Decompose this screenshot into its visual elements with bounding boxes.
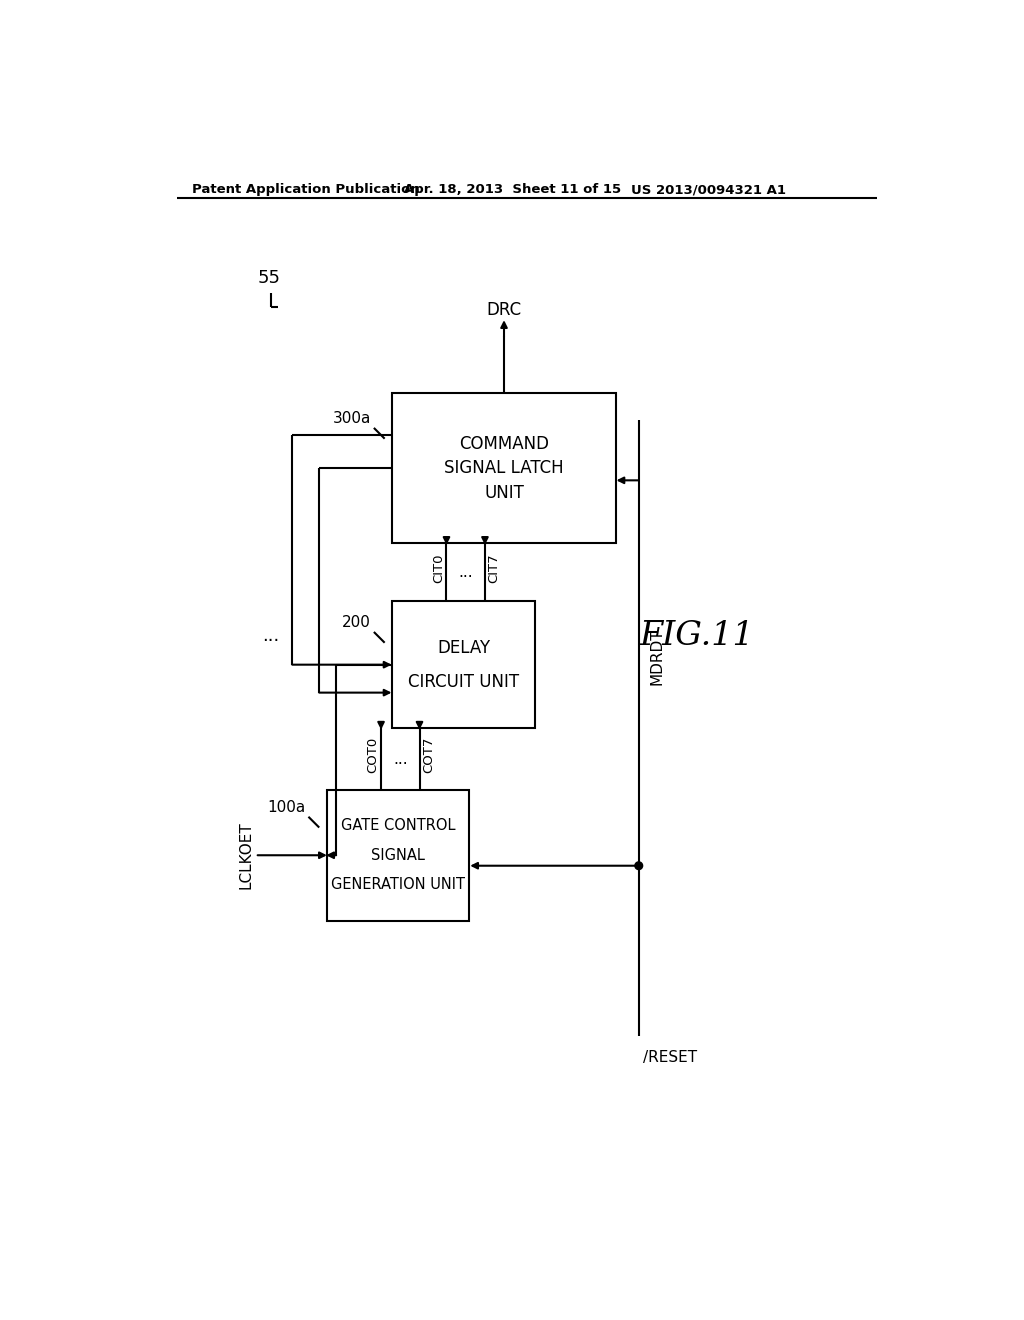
Text: GATE CONTROL: GATE CONTROL (341, 818, 456, 833)
Circle shape (635, 862, 643, 870)
Text: UNIT: UNIT (484, 484, 524, 502)
Text: 300a: 300a (333, 411, 371, 426)
Text: ...: ... (262, 627, 280, 644)
Text: GENERATION UNIT: GENERATION UNIT (331, 876, 465, 892)
Text: LCLKOET: LCLKOET (239, 821, 254, 890)
Text: CIRCUIT UNIT: CIRCUIT UNIT (408, 673, 519, 690)
Bar (392, 601, 535, 729)
Text: DRC: DRC (486, 301, 521, 319)
Text: 200: 200 (342, 615, 371, 630)
Text: US 2013/0094321 A1: US 2013/0094321 A1 (631, 183, 786, 197)
Text: ...: ... (393, 751, 408, 767)
Text: Patent Application Publication: Patent Application Publication (193, 183, 420, 197)
Text: SIGNAL LATCH: SIGNAL LATCH (444, 459, 564, 478)
Text: COT7: COT7 (422, 737, 435, 774)
Text: COT0: COT0 (367, 737, 380, 774)
Text: DELAY: DELAY (437, 639, 490, 657)
Text: COMMAND: COMMAND (459, 434, 549, 453)
Text: /RESET: /RESET (643, 1051, 696, 1065)
Bar (327, 789, 469, 921)
Text: FIG.11: FIG.11 (639, 620, 754, 652)
Text: Apr. 18, 2013  Sheet 11 of 15: Apr. 18, 2013 Sheet 11 of 15 (403, 183, 621, 197)
Text: ...: ... (459, 565, 473, 579)
Text: 55: 55 (258, 269, 281, 286)
Text: 100a: 100a (267, 800, 305, 814)
Bar (392, 393, 615, 544)
Text: SIGNAL: SIGNAL (371, 847, 425, 863)
Text: CIT7: CIT7 (487, 553, 501, 583)
Text: MDRDT: MDRDT (649, 628, 665, 685)
Text: CIT0: CIT0 (432, 553, 445, 583)
